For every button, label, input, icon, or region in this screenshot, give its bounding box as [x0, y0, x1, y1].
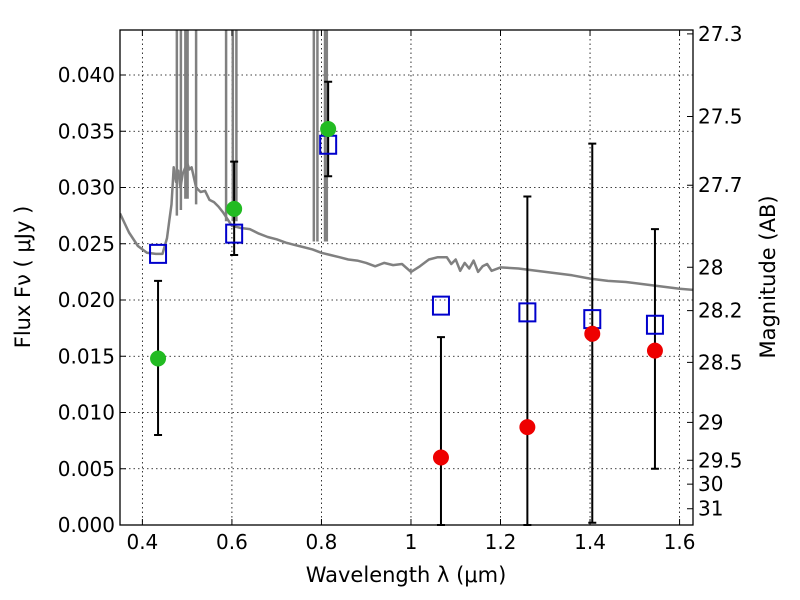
x-axis-label: Wavelength λ (μm): [306, 563, 507, 587]
right-y-axis-label: Magnitude (AB): [756, 195, 780, 358]
observed-point: [584, 325, 601, 342]
y-tick-label: 0.005: [58, 457, 115, 481]
axes: 0.4 0.6 0.8 1 1.2 1.4 1.6 0.000 0.005 0.010 0.015 0…: [58, 22, 743, 554]
right-tick-label: 31: [698, 497, 723, 521]
x-tick-label: 1: [405, 530, 418, 554]
y-axis-label: Flux Fν ( μJy ): [11, 206, 35, 349]
observed-point: [320, 121, 337, 137]
x-tick-label: 0.4: [126, 530, 158, 554]
x-tick-label: 0.8: [306, 530, 338, 554]
observed-point: [226, 200, 243, 217]
grid: [120, 30, 693, 526]
right-tick-label: 27.5: [698, 105, 743, 129]
y-tick-label: 0.010: [58, 401, 115, 425]
model-square: [149, 243, 168, 264]
y-tick-label: 0.025: [58, 232, 115, 256]
y-tick-label: 0.015: [58, 344, 115, 368]
right-tick-label: 27.7: [698, 173, 743, 197]
y-tick-label: 0.000: [58, 513, 115, 537]
data-marks: [149, 80, 664, 526]
observed-point: [646, 342, 663, 359]
right-tick-label: 29: [698, 410, 723, 434]
right-tick-label: 30: [698, 472, 723, 496]
observed-point: [519, 419, 536, 436]
right-tick-label: 29.5: [698, 448, 743, 472]
model-square: [431, 295, 450, 316]
y-tick-label: 0.020: [58, 288, 115, 312]
y-tick-label: 0.035: [58, 119, 115, 143]
plot-frame: [119, 29, 694, 526]
y-tick-label: 0.030: [58, 176, 115, 200]
right-tick-label: 28: [698, 255, 723, 279]
x-tick-label: 1.6: [664, 530, 696, 554]
x-tick-label: 0.6: [216, 530, 248, 554]
observed-point: [150, 350, 167, 367]
observed-point: [432, 449, 449, 466]
model-square: [225, 223, 244, 244]
x-tick-label: 1.2: [485, 530, 517, 554]
right-tick-label: 28.2: [698, 299, 743, 323]
right-tick-label: 27.3: [698, 22, 743, 46]
y-tick-label: 0.040: [58, 63, 115, 87]
model-square: [518, 302, 537, 323]
x-tick-label: 1.4: [574, 530, 606, 554]
model-square: [645, 314, 664, 335]
right-tick-label: 28.5: [698, 350, 743, 374]
